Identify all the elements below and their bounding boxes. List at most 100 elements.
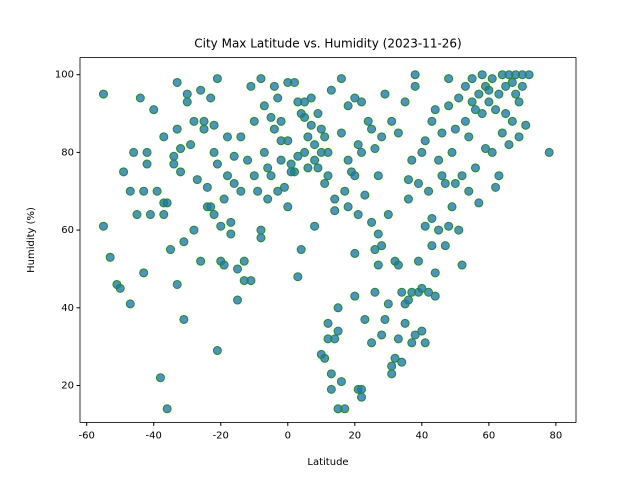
point [410, 70, 420, 80]
point [387, 369, 397, 379]
point [417, 147, 427, 157]
point [155, 373, 165, 383]
point [293, 97, 303, 107]
x-tick-label: -20 [213, 430, 229, 441]
point [413, 178, 423, 188]
point [420, 221, 430, 231]
point [279, 182, 289, 192]
point [330, 206, 340, 216]
point [233, 295, 243, 305]
point [350, 248, 360, 258]
point [316, 147, 326, 157]
point [383, 210, 393, 220]
point [186, 140, 196, 150]
point [357, 392, 367, 402]
point [209, 120, 219, 130]
point [434, 225, 444, 235]
point [387, 116, 397, 126]
point [206, 93, 216, 103]
point [276, 136, 286, 146]
point [474, 89, 484, 99]
point [129, 147, 139, 157]
point [249, 116, 259, 126]
point [259, 101, 269, 111]
point [413, 256, 423, 266]
point [460, 81, 470, 91]
point [135, 93, 145, 103]
point [323, 171, 333, 181]
point [142, 147, 152, 157]
point [360, 314, 370, 324]
point [367, 124, 377, 134]
point [206, 202, 216, 212]
point [326, 85, 336, 95]
point [169, 159, 179, 169]
point [343, 202, 353, 212]
point [179, 314, 189, 324]
point [162, 198, 172, 208]
x-tick-label: 0 [285, 430, 291, 441]
point [514, 97, 524, 107]
point [269, 124, 279, 134]
point [340, 404, 350, 414]
point [172, 124, 182, 134]
point [407, 338, 417, 348]
x-tick-label: -60 [79, 430, 95, 441]
point [377, 241, 387, 251]
point [487, 74, 497, 84]
point [430, 105, 440, 115]
point [367, 338, 377, 348]
point [276, 116, 286, 126]
point [243, 155, 253, 165]
x-tick-label: 40 [415, 430, 428, 441]
point [544, 147, 554, 157]
point [326, 384, 336, 394]
point [410, 81, 420, 91]
point [323, 318, 333, 328]
point [383, 299, 393, 309]
point [310, 140, 320, 150]
point [132, 210, 142, 220]
point [393, 334, 403, 344]
point [233, 264, 243, 274]
point [259, 147, 269, 157]
point [467, 97, 477, 107]
point [300, 147, 310, 157]
point [139, 268, 149, 278]
point [470, 163, 480, 173]
point [484, 97, 494, 107]
point [457, 171, 467, 181]
point [521, 120, 531, 130]
point [179, 237, 189, 247]
point [390, 353, 400, 363]
point [460, 116, 470, 126]
point [373, 229, 383, 239]
chart-title: City Max Latitude vs. Humidity (2023-11-… [194, 37, 461, 51]
point [310, 155, 320, 165]
point [437, 128, 447, 138]
point [430, 268, 440, 278]
point [410, 330, 420, 340]
point [276, 155, 286, 165]
point [212, 74, 222, 84]
point [222, 132, 232, 142]
point [286, 167, 296, 177]
point [420, 136, 430, 146]
point [407, 155, 417, 165]
point [517, 81, 527, 91]
point [253, 186, 263, 196]
point [199, 124, 209, 134]
point [377, 132, 387, 142]
point [350, 291, 360, 301]
point [373, 171, 383, 181]
x-tick-label: 80 [550, 430, 563, 441]
point [293, 151, 303, 161]
y-tick-label: 20 [61, 380, 74, 391]
point [152, 186, 162, 196]
point [393, 128, 403, 138]
point [454, 93, 464, 103]
point [511, 89, 521, 99]
point [182, 97, 192, 107]
point [320, 353, 330, 363]
point [316, 124, 326, 134]
